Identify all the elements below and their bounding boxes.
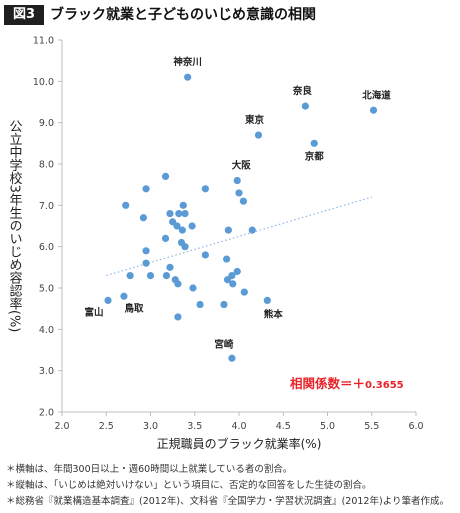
data-point bbox=[166, 210, 174, 218]
data-point bbox=[233, 176, 241, 185]
data-point bbox=[122, 201, 130, 209]
x-tick-label: 2.0 bbox=[54, 421, 69, 432]
data-point bbox=[235, 189, 243, 197]
data-point bbox=[310, 139, 318, 147]
data-point bbox=[126, 272, 134, 280]
data-point bbox=[181, 243, 189, 251]
data-point bbox=[223, 255, 231, 263]
data-point bbox=[162, 272, 171, 280]
point-label: 奈良 bbox=[292, 85, 313, 97]
data-point bbox=[161, 172, 170, 180]
correlation-annotation: 相関係数＝＋0.3655 bbox=[290, 376, 404, 391]
y-tick-label: 3.0 bbox=[39, 366, 54, 377]
y-tick-label: 9.0 bbox=[39, 118, 54, 129]
y-tick-label: 7.0 bbox=[39, 201, 54, 212]
point-label: 熊本 bbox=[264, 308, 284, 320]
data-point bbox=[120, 292, 128, 300]
y-tick-label: 6.0 bbox=[39, 242, 54, 253]
data-point bbox=[224, 226, 232, 234]
x-tick-label: 5.0 bbox=[320, 421, 335, 432]
point-label: 宮崎 bbox=[214, 338, 234, 350]
data-point bbox=[369, 106, 378, 114]
data-point bbox=[174, 313, 182, 321]
data-point bbox=[220, 300, 228, 309]
data-points bbox=[104, 73, 378, 362]
y-tick-label: 11.0 bbox=[33, 36, 54, 47]
data-point bbox=[104, 296, 112, 304]
data-point bbox=[263, 296, 271, 304]
y-tick-label: 5.0 bbox=[39, 284, 54, 295]
y-tick-label: 10.0 bbox=[33, 77, 54, 88]
x-tick-label: 4.0 bbox=[231, 421, 246, 432]
data-point bbox=[173, 222, 181, 230]
figure-header: 図3 ブラック就業と子どものいじめ意識の相関 bbox=[4, 5, 456, 27]
correlation-label: 相関係数＝＋ bbox=[290, 376, 365, 391]
data-point bbox=[178, 226, 186, 234]
data-point bbox=[174, 280, 182, 288]
footnote-source: ＊総務省『就業構造基本調査』(2012年)、文科省『全国学力・学習状況調査』(2… bbox=[6, 496, 449, 507]
data-point bbox=[201, 251, 209, 259]
data-point bbox=[142, 259, 150, 267]
x-axis-label: 正規職員のブラック就業率(%) bbox=[157, 436, 322, 451]
point-label: 北海道 bbox=[362, 89, 391, 101]
scatter-chart: 2.0 2.5 3.0 3.5 4.0 4.5 5.0 5.5 6.0 2.0 3.0 4.0 5.0 6… bbox=[7, 36, 424, 452]
point-label: 鳥取 bbox=[124, 302, 144, 314]
data-point bbox=[240, 288, 248, 296]
data-point bbox=[161, 234, 170, 242]
data-point bbox=[142, 185, 150, 193]
data-point bbox=[179, 201, 187, 209]
point-label: 富山 bbox=[85, 306, 104, 318]
data-point bbox=[228, 354, 236, 362]
data-point bbox=[223, 276, 232, 284]
footnote-x-axis: ＊横軸は、年間300日以上・週60時間以上就業している者の割合。 bbox=[6, 464, 293, 475]
y-axis-label: 公立中学校3年生のいじめ容認率(%) bbox=[7, 120, 23, 333]
data-point bbox=[188, 222, 196, 230]
data-point bbox=[166, 263, 174, 271]
data-point bbox=[301, 102, 309, 110]
data-point bbox=[201, 185, 209, 193]
data-point bbox=[184, 73, 192, 81]
data-point bbox=[146, 272, 155, 280]
chart-axes: 2.0 2.5 3.0 3.5 4.0 4.5 5.0 5.5 6.0 2.0 3.0 4.0 5.0 6… bbox=[33, 36, 424, 433]
data-point bbox=[239, 197, 248, 205]
data-point bbox=[196, 300, 204, 309]
data-point bbox=[229, 280, 237, 288]
point-label: 神奈川 bbox=[173, 56, 202, 68]
point-label: 大阪 bbox=[232, 160, 252, 172]
data-point bbox=[233, 267, 241, 276]
x-tick-label: 6.0 bbox=[408, 421, 423, 432]
x-tick-label: 3.0 bbox=[143, 421, 158, 432]
footnote-y-axis: ＊縦軸は、「いじめは絶対いけない」という項目に、否定的な回答をした生徒の割合。 bbox=[6, 480, 372, 491]
x-tick-label: 3.5 bbox=[187, 421, 202, 432]
data-point bbox=[254, 131, 263, 139]
y-tick-label: 2.0 bbox=[39, 408, 54, 419]
x-tick-label: 4.5 bbox=[276, 421, 291, 432]
point-label: 京都 bbox=[305, 150, 325, 162]
data-point bbox=[139, 214, 148, 222]
data-point bbox=[248, 226, 256, 234]
x-tick-label: 2.5 bbox=[99, 421, 114, 432]
y-tick-label: 8.0 bbox=[39, 160, 54, 171]
x-tick-label: 5.5 bbox=[364, 421, 379, 432]
figure-label-badge: 図3 bbox=[4, 5, 44, 25]
data-point bbox=[181, 210, 189, 218]
data-point bbox=[175, 210, 183, 218]
figure-title: ブラック就業と子どものいじめ意識の相関 bbox=[50, 7, 316, 23]
correlation-value: 0.3655 bbox=[365, 380, 404, 391]
data-point bbox=[189, 284, 197, 292]
y-tick-label: 4.0 bbox=[39, 325, 54, 336]
data-point bbox=[142, 247, 150, 255]
footnotes: ＊横軸は、年間300日以上・週60時間以上就業している者の割合。 ＊縦軸は、「い… bbox=[6, 462, 458, 510]
point-label: 東京 bbox=[244, 114, 265, 126]
